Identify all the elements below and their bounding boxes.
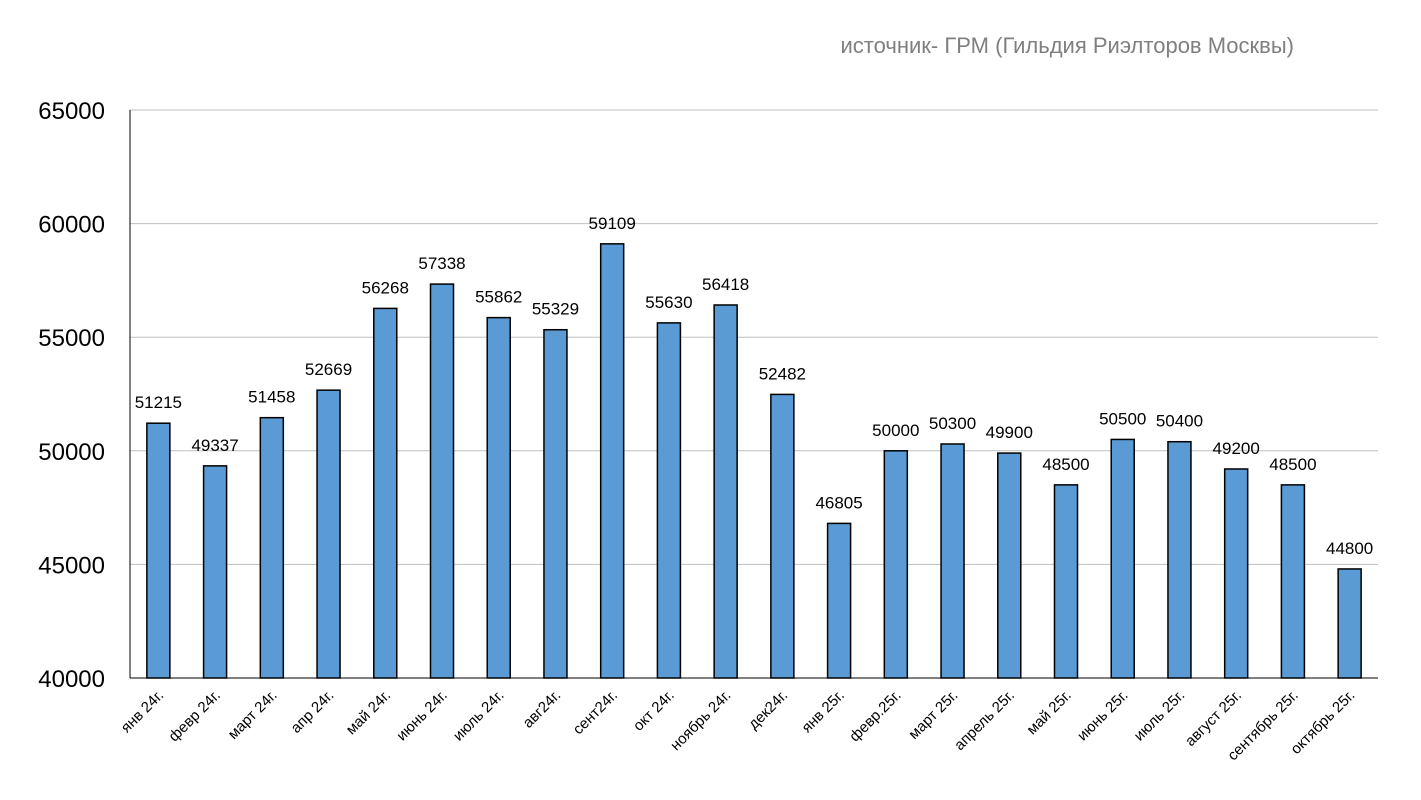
- data-label: 50400: [1156, 412, 1203, 431]
- data-label: 50500: [1099, 409, 1146, 428]
- bar: [486, 316, 511, 679]
- bars: [146, 243, 1362, 679]
- data-label: 49200: [1213, 439, 1260, 458]
- bar: [259, 416, 285, 679]
- bar: [1167, 440, 1192, 679]
- bar: [316, 389, 341, 679]
- y-tick-label: 60000: [38, 212, 105, 239]
- x-tick-label: апр 24г.: [288, 687, 338, 737]
- data-label: 52482: [759, 364, 806, 383]
- data-label: 56268: [362, 278, 409, 297]
- x-tick-label: июль 25г.: [1131, 687, 1189, 745]
- y-tick-label: 40000: [38, 666, 105, 693]
- x-tick-label: авг24г.: [520, 687, 565, 732]
- bar: [429, 283, 455, 679]
- x-tick-label: март 24г.: [225, 687, 281, 743]
- bar: [202, 465, 228, 679]
- x-tick-label: март 25г.: [905, 687, 961, 743]
- data-label: 55862: [475, 288, 522, 307]
- y-tick-label: 50000: [38, 439, 105, 466]
- bar: [1223, 468, 1249, 679]
- x-tick-label: февр.25г.: [846, 687, 904, 745]
- bar: [543, 328, 568, 679]
- bar: [1337, 568, 1362, 679]
- x-tick-label: май 24г.: [343, 687, 394, 738]
- bar: [940, 443, 965, 679]
- x-tick-label: июль 24г.: [450, 687, 508, 745]
- data-label: 56418: [702, 275, 749, 294]
- data-label: 49337: [191, 436, 238, 455]
- x-tick-label: ноябрь 24г.: [667, 687, 734, 754]
- y-tick-label: 45000: [38, 552, 105, 579]
- x-axis-ticks: янв 24г.февр 24г. март 24г. апр 24г. май 24…: [118, 687, 1359, 764]
- data-label: 57338: [418, 254, 465, 273]
- x-tick-label: дек24г.: [745, 687, 791, 733]
- bar: [1053, 484, 1079, 679]
- data-label: 50000: [872, 421, 919, 440]
- data-label: 50300: [929, 414, 976, 433]
- y-tick-label: 65000: [38, 98, 105, 125]
- x-tick-label: июнь 25г.: [1074, 687, 1132, 745]
- bar: [599, 243, 625, 679]
- data-label: 59109: [589, 214, 636, 233]
- data-label: 55630: [645, 293, 692, 312]
- bar: [826, 522, 852, 679]
- bar: [1280, 484, 1306, 679]
- y-axis-ticks: 40000 45000 50000 55000 60000 65000: [38, 98, 105, 693]
- x-tick-label: окт 24г.: [630, 687, 678, 735]
- x-tick-label: янв 24г.: [118, 687, 168, 737]
- data-label: 55329: [532, 300, 579, 319]
- x-tick-label: февр 24г.: [165, 687, 223, 745]
- x-tick-label: сент24г.: [570, 687, 621, 738]
- data-label: 51458: [248, 388, 295, 407]
- data-label: 44800: [1326, 539, 1373, 558]
- bar: [656, 322, 682, 679]
- bar: [1110, 438, 1135, 679]
- data-label: 49900: [986, 423, 1033, 442]
- data-label: 51215: [135, 393, 182, 412]
- bar: [997, 452, 1022, 679]
- bar: [770, 393, 795, 679]
- x-tick-label: апрель 25г.: [951, 687, 1018, 754]
- x-tick-label: янв 25г.: [798, 687, 848, 737]
- data-label: 48500: [1042, 455, 1089, 474]
- x-tick-label: июнь 24г.: [393, 687, 451, 745]
- data-label: 46805: [815, 493, 862, 512]
- bar: [146, 422, 171, 679]
- y-tick-label: 55000: [38, 325, 105, 352]
- bar: [713, 304, 738, 679]
- data-label: 48500: [1269, 455, 1316, 474]
- data-labels: 51215 49337 51458 52669 56268 57338 55862 55329…: [135, 214, 1374, 558]
- x-tick-label: май 25г.: [1023, 687, 1074, 738]
- bar: [883, 450, 909, 679]
- bar: [373, 307, 398, 679]
- data-label: 52669: [305, 360, 352, 379]
- source-note: источник- ГРМ (Гильдия Риэлторов Москвы): [841, 33, 1295, 58]
